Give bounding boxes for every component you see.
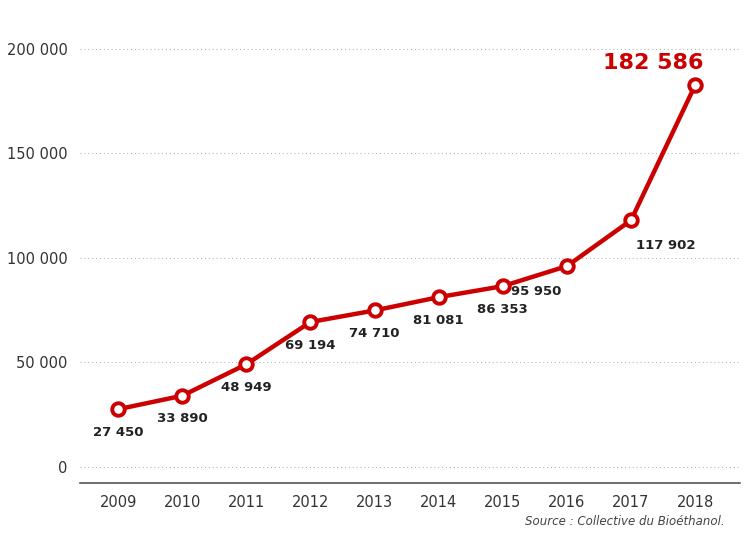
Text: 74 710: 74 710 [350,327,400,340]
Text: 86 353: 86 353 [477,303,528,316]
Text: 33 890: 33 890 [157,413,208,425]
Text: 182 586: 182 586 [604,53,704,72]
Text: 27 450: 27 450 [93,426,143,439]
Text: 95 950: 95 950 [512,285,562,298]
Text: 117 902: 117 902 [636,239,695,252]
Text: Source : Collective du Bioéthanol.: Source : Collective du Bioéthanol. [525,515,725,528]
Text: 48 949: 48 949 [221,381,272,394]
Text: 69 194: 69 194 [285,338,335,352]
Text: 81 081: 81 081 [413,314,464,327]
